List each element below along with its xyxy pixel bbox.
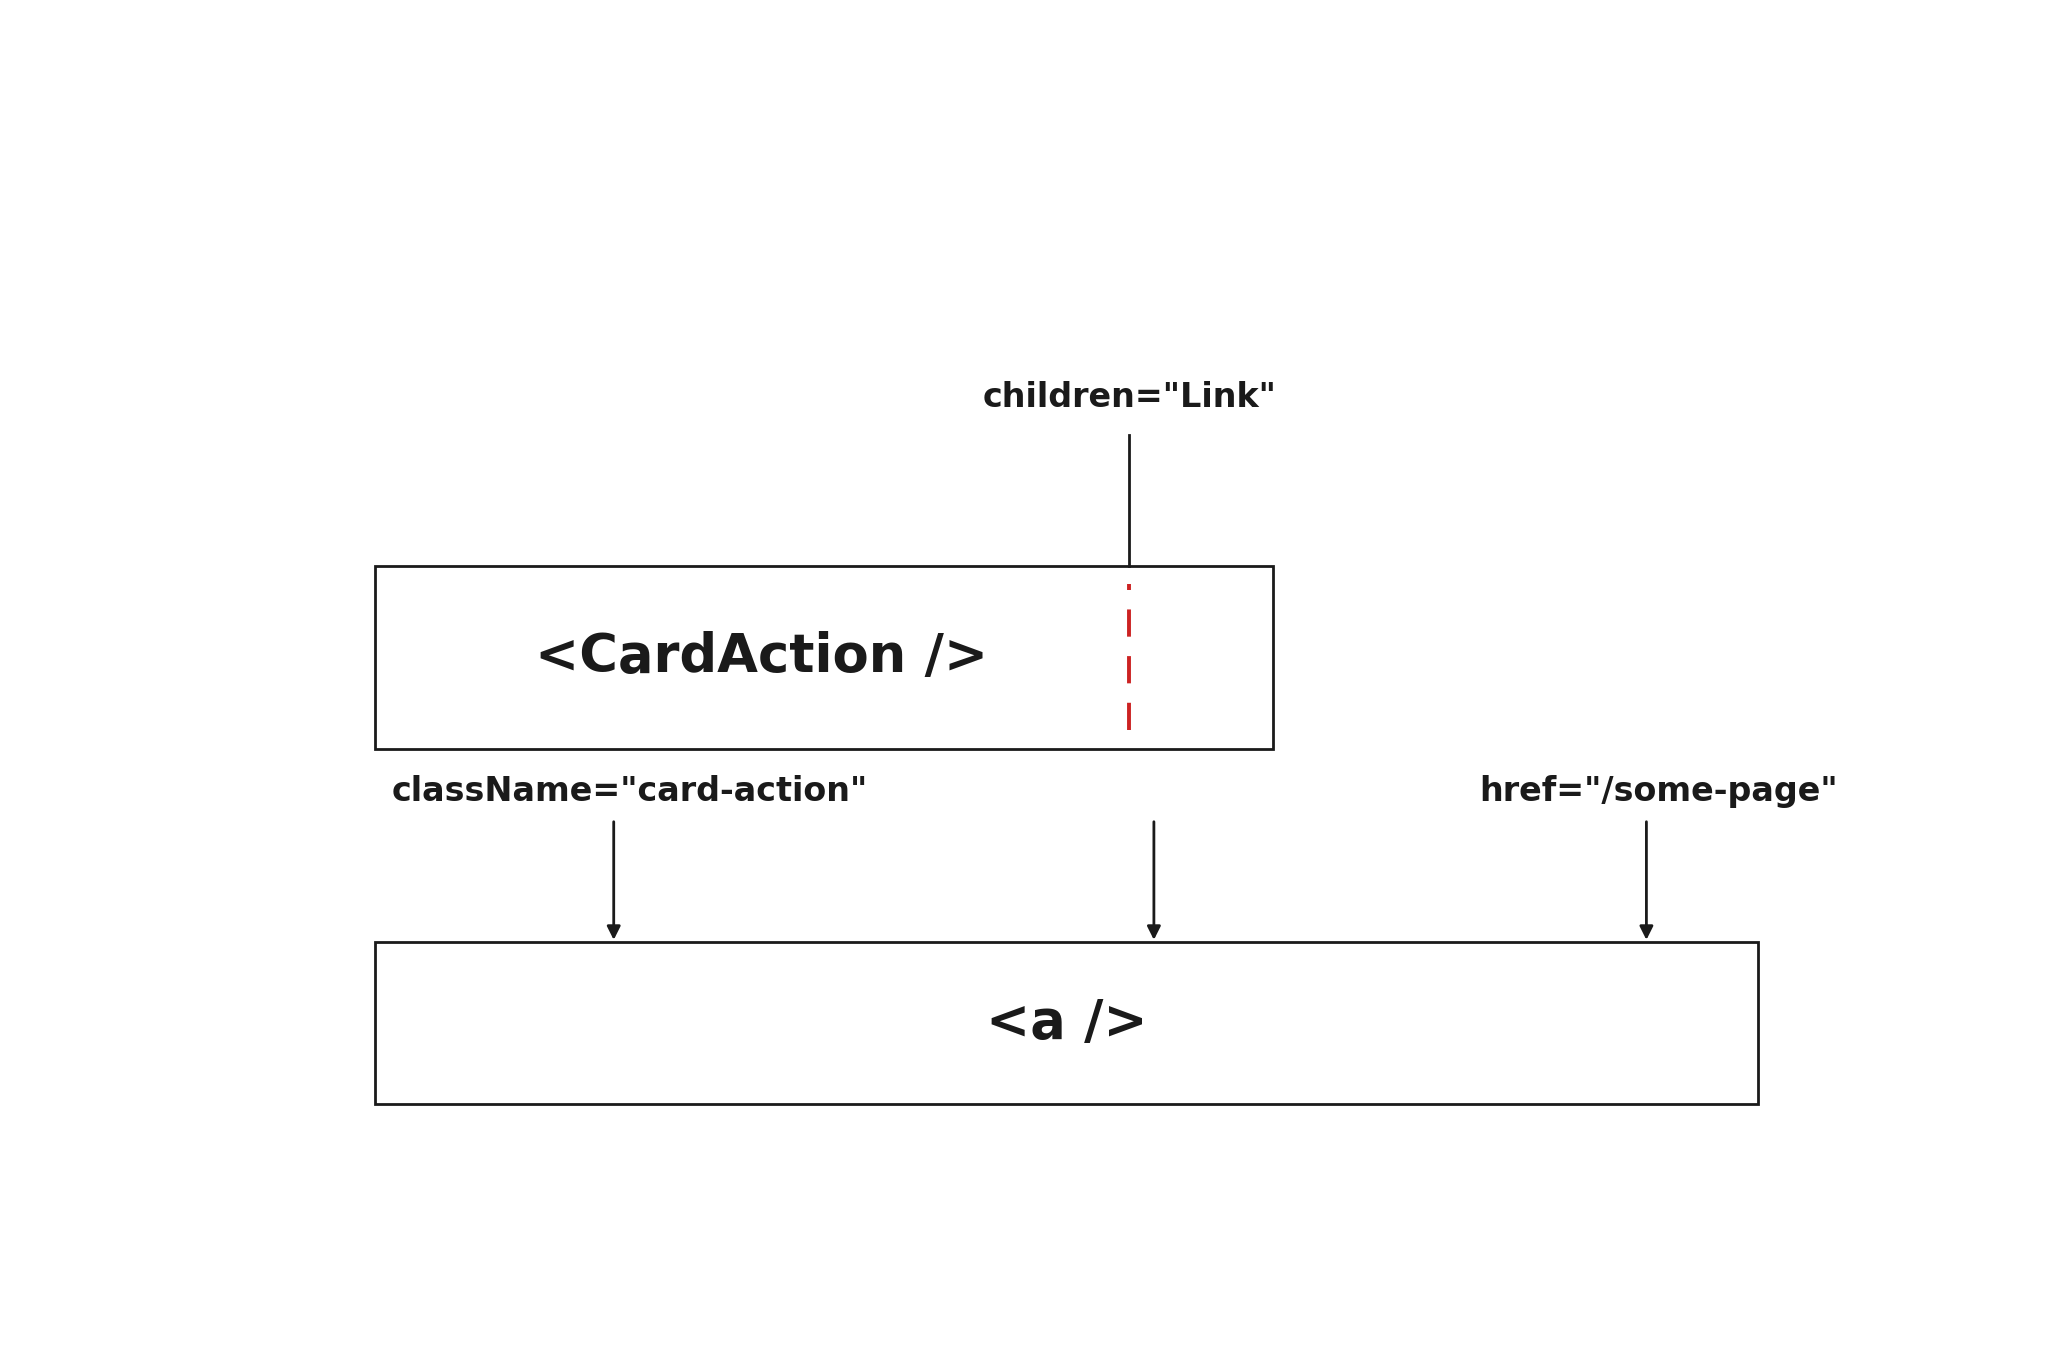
FancyBboxPatch shape bbox=[375, 942, 1757, 1104]
Text: <a />: <a /> bbox=[986, 997, 1148, 1048]
Text: className="card-action": className="card-action" bbox=[392, 774, 867, 808]
Text: children="Link": children="Link" bbox=[982, 380, 1277, 414]
Text: <CardAction />: <CardAction /> bbox=[535, 631, 988, 683]
FancyBboxPatch shape bbox=[375, 565, 1273, 748]
Text: href="/some-page": href="/some-page" bbox=[1480, 774, 1839, 808]
